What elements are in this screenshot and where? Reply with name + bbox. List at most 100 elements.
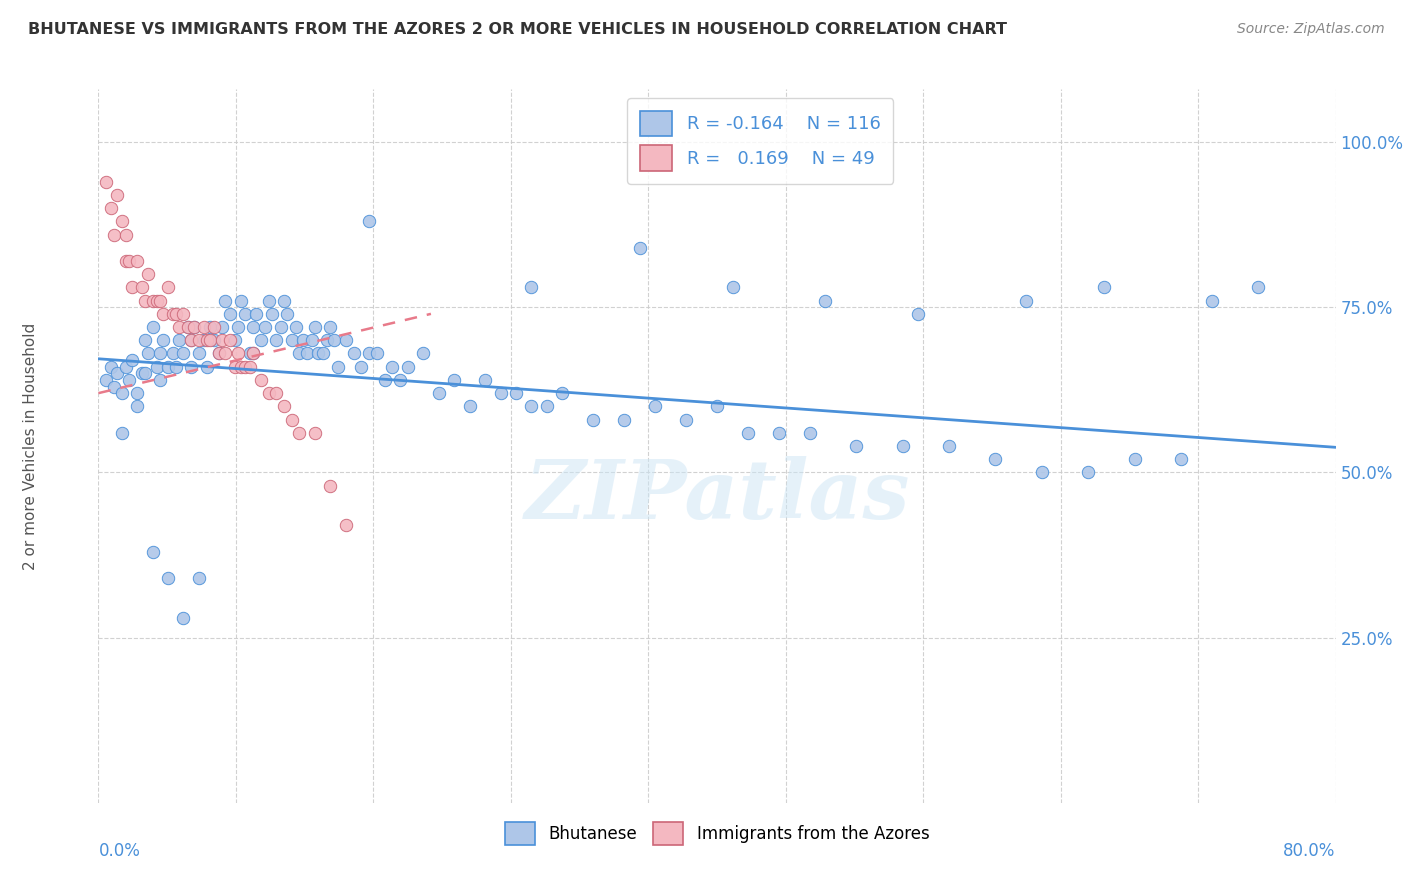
Point xyxy=(304,425,326,440)
Point xyxy=(165,307,187,321)
Point xyxy=(1247,280,1270,294)
Text: 80.0%: 80.0% xyxy=(1284,842,1336,860)
Point xyxy=(551,386,574,401)
Point xyxy=(242,320,264,334)
Point xyxy=(193,333,215,347)
Point xyxy=(157,280,180,294)
Point xyxy=(146,293,169,308)
Point xyxy=(319,478,342,492)
Point xyxy=(180,359,202,374)
Point xyxy=(250,373,273,387)
Point xyxy=(219,333,242,347)
Point xyxy=(173,611,195,625)
Point xyxy=(118,373,141,387)
Point xyxy=(193,320,215,334)
Point xyxy=(260,307,283,321)
Point xyxy=(427,386,450,401)
Point xyxy=(219,307,242,321)
Point xyxy=(115,227,138,242)
Point xyxy=(105,188,128,202)
Point xyxy=(250,333,273,347)
Point xyxy=(229,359,252,374)
Point xyxy=(357,346,380,360)
Point xyxy=(319,320,342,334)
Point xyxy=(136,346,159,360)
Point xyxy=(157,359,180,374)
Point xyxy=(768,425,790,440)
Point xyxy=(100,359,122,374)
Point xyxy=(142,320,165,334)
Point xyxy=(276,307,298,321)
Text: 0.0%: 0.0% xyxy=(98,842,141,860)
Point xyxy=(177,320,200,334)
Point xyxy=(1077,466,1099,480)
Point xyxy=(149,373,172,387)
Point xyxy=(443,373,465,387)
Point xyxy=(180,333,202,347)
Point xyxy=(270,320,292,334)
Point xyxy=(706,400,728,414)
Point xyxy=(891,439,914,453)
Point xyxy=(239,346,262,360)
Point xyxy=(273,400,295,414)
Point xyxy=(536,400,558,414)
Point xyxy=(644,400,666,414)
Point xyxy=(1170,452,1192,467)
Point xyxy=(1092,280,1115,294)
Point xyxy=(115,254,138,268)
Point xyxy=(198,333,221,347)
Point xyxy=(224,333,246,347)
Point xyxy=(1123,452,1146,467)
Point xyxy=(173,307,195,321)
Point xyxy=(183,320,205,334)
Point xyxy=(374,373,396,387)
Point xyxy=(245,307,267,321)
Point xyxy=(266,333,288,347)
Point xyxy=(799,425,821,440)
Point xyxy=(257,386,280,401)
Point xyxy=(134,367,156,381)
Point xyxy=(142,545,165,559)
Point xyxy=(301,333,323,347)
Point xyxy=(304,320,326,334)
Text: 2 or more Vehicles in Household: 2 or more Vehicles in Household xyxy=(22,322,38,570)
Point xyxy=(195,333,218,347)
Point xyxy=(103,379,125,393)
Legend: Bhutanese, Immigrants from the Azores: Bhutanese, Immigrants from the Azores xyxy=(495,812,939,855)
Point xyxy=(204,333,226,347)
Point xyxy=(520,280,543,294)
Point xyxy=(226,320,249,334)
Point xyxy=(343,346,366,360)
Point xyxy=(396,359,419,374)
Point xyxy=(214,346,236,360)
Point xyxy=(195,359,218,374)
Point xyxy=(188,333,211,347)
Point xyxy=(149,346,172,360)
Point xyxy=(489,386,512,401)
Point xyxy=(173,346,195,360)
Point xyxy=(167,320,190,334)
Point xyxy=(115,359,138,374)
Point xyxy=(845,439,868,453)
Point xyxy=(134,333,156,347)
Point xyxy=(208,346,231,360)
Point xyxy=(204,320,226,334)
Point xyxy=(235,307,257,321)
Point xyxy=(613,412,636,426)
Point xyxy=(366,346,388,360)
Point xyxy=(111,425,134,440)
Point xyxy=(188,346,211,360)
Point xyxy=(127,400,149,414)
Point xyxy=(1201,293,1223,308)
Point xyxy=(381,359,404,374)
Point xyxy=(242,346,264,360)
Point xyxy=(142,293,165,308)
Point xyxy=(984,452,1007,467)
Point xyxy=(814,293,837,308)
Point xyxy=(350,359,373,374)
Point xyxy=(257,293,280,308)
Point xyxy=(131,367,153,381)
Point xyxy=(254,320,277,334)
Point xyxy=(208,346,231,360)
Point xyxy=(149,293,172,308)
